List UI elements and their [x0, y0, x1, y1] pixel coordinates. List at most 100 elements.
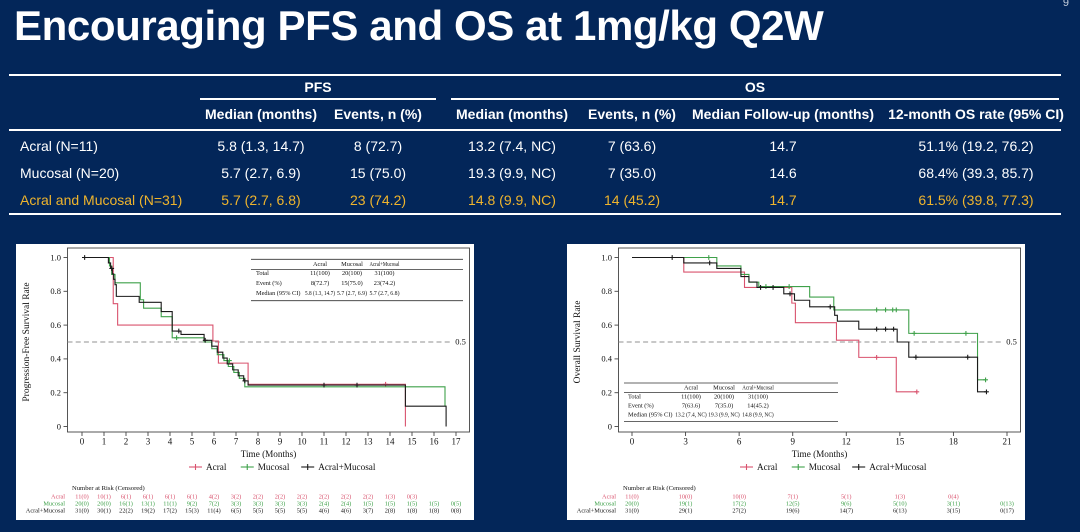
cell-pfs-median: 5.8 (1.3, 14.7)	[217, 138, 305, 154]
risk-value: 27(2)	[732, 508, 746, 515]
y-tick-label: 0.4	[601, 354, 612, 364]
table-rule-top	[9, 74, 1061, 76]
legend-label: Mucosal	[809, 462, 841, 472]
inset-cell: 11(100)	[681, 394, 701, 401]
censor-mark	[787, 291, 793, 297]
risk-value: 5(10)	[893, 501, 907, 508]
km-curve	[82, 256, 446, 407]
risk-value: 1(5)	[407, 501, 418, 508]
cell-followup: 14.7	[769, 192, 797, 208]
risk-table-title: Number at Risk (Censored)	[623, 485, 696, 492]
risk-table-title: Number at Risk (Censored)	[72, 485, 145, 492]
risk-table: Number at Risk (Censored) Acral 11(0) 10(1)…	[26, 485, 461, 515]
y-tick-label: 0.6	[50, 320, 61, 330]
risk-value: 5(5)	[275, 508, 286, 515]
legend-label: Acral+Mucosal	[869, 462, 927, 472]
y-tick-label: 0.6	[601, 320, 612, 330]
censor-mark	[883, 307, 888, 313]
censor-mark	[891, 326, 897, 332]
risk-row-label: Acral	[602, 494, 616, 501]
x-tick-label: 7	[234, 437, 239, 447]
pfs-km-chart: 0 0.2 0.4 0.6 0.8 1.0 0 1 2 3 4 5 6 7 8 9 10 11 12 13 14 15 16…	[16, 244, 474, 520]
x-tick-label: 6	[212, 437, 217, 447]
risk-value: 7(1)	[787, 494, 798, 501]
censor-mark	[202, 337, 208, 343]
km-curve	[632, 256, 987, 393]
inset-cell: Mucosal	[341, 261, 363, 268]
censor-mark	[911, 330, 917, 336]
censor-mark	[883, 326, 888, 332]
x-tick-label: 21	[1002, 437, 1011, 447]
inset-cell: 7(35.0)	[715, 403, 733, 410]
inset-row-label: Total	[628, 394, 641, 401]
series-acral-mucosal	[632, 255, 989, 395]
risk-value: 7(2)	[209, 501, 220, 508]
risk-value: 5(5)	[253, 508, 264, 515]
risk-value: 1(3)	[385, 494, 396, 501]
risk-value: 3(3)	[275, 501, 286, 508]
cell-pfs-median: 5.7 (2.7, 6.9)	[221, 165, 301, 181]
inset-cell: 11(100)	[310, 270, 330, 277]
censor-mark	[770, 285, 776, 290]
risk-value: 3(7)	[363, 508, 374, 515]
risk-value: 3(2)	[231, 494, 242, 501]
risk-value: 2(2)	[341, 494, 352, 501]
censor-mark	[227, 358, 232, 363]
risk-value: 6(1)	[143, 494, 154, 501]
inset-row-label: Median (95% CI)	[256, 290, 300, 297]
censor-mark	[983, 377, 988, 383]
risk-value: 0(13)	[1000, 501, 1014, 508]
pfs-plot-svg: 00.20.40.60.81.00 1 2 3 4 5 6 7 8 9 10 11 12 13 14 15 16…	[22, 247, 470, 515]
risk-value: 6(1)	[187, 494, 198, 501]
cell-os-median: 19.3 (9.9, NC)	[468, 165, 556, 181]
risk-row-label: Acral+Mucosal	[26, 508, 65, 515]
cell-followup: 14.6	[769, 165, 797, 181]
censor-mark	[758, 285, 763, 290]
x-tick-label: 11	[320, 437, 329, 447]
censor-mark	[109, 266, 115, 271]
risk-value: 11(0)	[75, 494, 88, 501]
censor-mark	[174, 335, 179, 341]
column-header-pfs-median: Median (months)	[205, 106, 317, 122]
y-axis-title: Progression-Free Survival Rate	[22, 282, 32, 401]
x-tick-label: 3	[683, 437, 688, 447]
risk-value: 5(1)	[841, 494, 852, 501]
risk-value: 3(11)	[947, 501, 960, 508]
page-number: 9	[1062, 0, 1069, 9]
slide-title: Encouraging PFS and OS at 1mg/kg Q2W	[14, 2, 824, 49]
y-tick-label: 0.8	[601, 286, 612, 296]
inset-row-label: Total	[256, 270, 269, 277]
row-label: Acral (N=11)	[20, 138, 98, 154]
risk-value: 2(2)	[253, 494, 264, 501]
risk-value: 1(8)	[429, 508, 440, 515]
censor-mark	[82, 255, 88, 260]
risk-value: 2(4)	[341, 501, 352, 508]
os-group-underline	[451, 98, 1059, 100]
cell-12mo-os: 61.5% (39.8, 77.3)	[918, 192, 1034, 208]
risk-value: 6(1)	[121, 494, 132, 501]
inset-cell: Mucosal	[713, 385, 735, 392]
risk-value: 31(0)	[625, 508, 639, 515]
inset-cell: 31(100)	[375, 270, 395, 277]
os-plot-svg: 0 0.2 0.4 0.6 0.8 1.0 0 3 6 9 12 15 18 21 Overall Surv…	[573, 247, 1021, 515]
column-header-os-median: Median (months)	[456, 106, 568, 122]
censor-mark	[383, 381, 388, 387]
cell-os-median: 13.2 (7.4, NC)	[468, 138, 556, 154]
risk-value: 3(3)	[231, 501, 242, 508]
column-header-12mo-os: 12-month OS rate (95% CI)	[888, 106, 1064, 122]
risk-value: 11(4)	[207, 508, 220, 515]
inset-cell: Acral	[313, 261, 327, 268]
km-curve	[82, 256, 447, 427]
censor-mark	[874, 326, 880, 332]
censor-mark	[914, 389, 920, 395]
x-tick-label: 2	[124, 437, 129, 447]
risk-value: 0(4)	[948, 494, 959, 501]
risk-table: Number at Risk (Censored) Acral 11(0) 10(0)…	[577, 485, 1014, 515]
risk-value: 30(1)	[97, 508, 111, 515]
risk-value: 9(2)	[187, 501, 198, 508]
inset-cell: 8(72.7)	[311, 280, 329, 287]
risk-value: 0(17)	[1000, 508, 1014, 515]
inset-row-label: Event (%)	[256, 280, 282, 287]
risk-value: 17(2)	[163, 508, 177, 515]
